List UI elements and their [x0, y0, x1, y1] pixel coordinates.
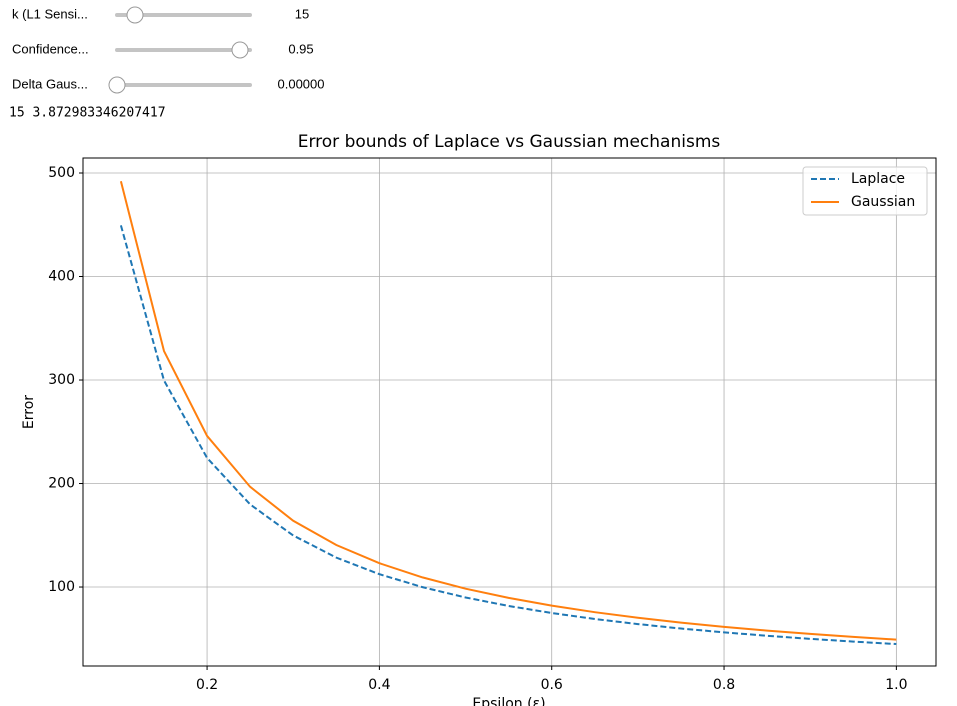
series-line: [119, 181, 897, 641]
series-line: [119, 225, 897, 646]
widget-row: Confidence... 0.95: [12, 41, 314, 59]
slider-knob[interactable]: [231, 41, 249, 59]
slider-label: Confidence...: [12, 41, 89, 56]
slider-track[interactable]: [115, 83, 252, 87]
slider-value: 0.00000: [278, 76, 325, 91]
slider-label: Delta Gaus...: [12, 76, 88, 91]
plot: 100 200 300 400 500 0.2 0.4 0.6 0.8 1.0 Laplace Gau…: [48, 157, 937, 693]
slider-track[interactable]: [115, 13, 252, 17]
slider-value: 0.95: [288, 41, 313, 56]
slider-knob[interactable]: [126, 6, 144, 24]
legend-label: Laplace: [851, 171, 905, 187]
slider-track[interactable]: [115, 48, 252, 52]
slider-knob[interactable]: [108, 76, 126, 94]
x-axis-label: Epsilon (ε): [472, 696, 545, 706]
output-text: 15 3.872983346207417: [9, 106, 166, 121]
x-tick-label: 0.2: [196, 677, 218, 693]
chart-title: Error bounds of Laplace vs Gaussian mech…: [298, 132, 721, 152]
y-tick-label: 400: [48, 269, 75, 285]
y-tick-label: 100: [48, 579, 75, 595]
slider-label: k (L1 Sensi...: [12, 6, 88, 21]
plot-frame: [82, 157, 937, 667]
x-tick-label: 1.0: [885, 677, 907, 693]
x-tick-label: 0.4: [368, 677, 390, 693]
widget-row: k (L1 Sensi... 15: [12, 6, 309, 24]
y-tick-label: 300: [48, 372, 75, 388]
y-tick-label: 500: [48, 165, 75, 181]
x-tick-label: 0.6: [541, 677, 563, 693]
x-tick-label: 0.8: [713, 677, 735, 693]
legend-label: Gaussian: [851, 194, 915, 210]
y-axis-label: Error: [21, 395, 37, 429]
widget-row: Delta Gaus... 0.00000: [12, 76, 325, 94]
slider-value: 15: [295, 6, 309, 21]
y-tick-label: 200: [48, 476, 75, 492]
